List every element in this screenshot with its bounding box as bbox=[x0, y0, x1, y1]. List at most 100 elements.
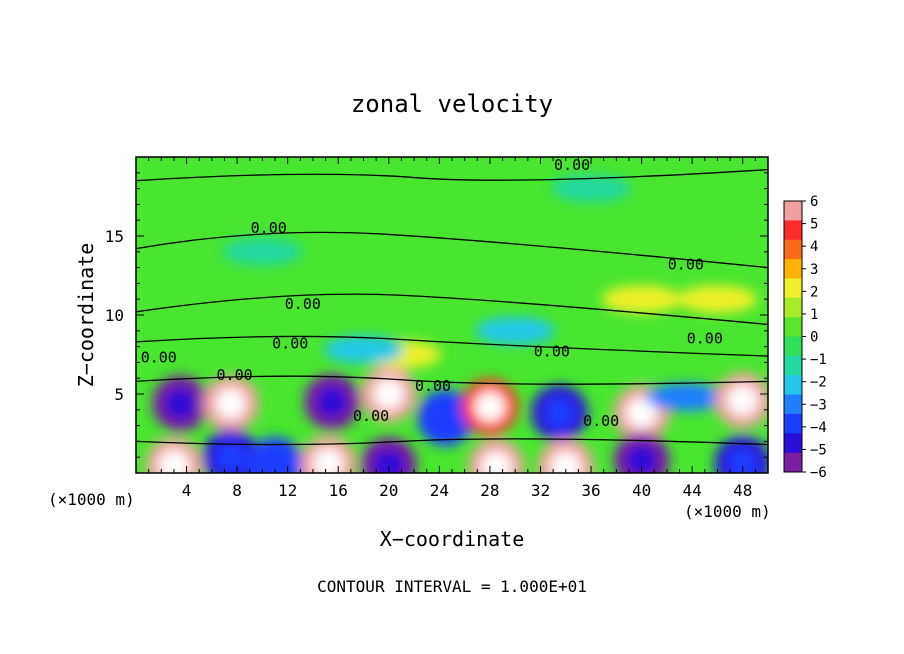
field-band bbox=[136, 315, 768, 363]
x-tick-label: 48 bbox=[733, 481, 752, 500]
field-feature-core bbox=[550, 451, 582, 473]
field-feature-core bbox=[626, 397, 657, 429]
field-feature-core bbox=[626, 444, 657, 473]
field-feature-core bbox=[312, 448, 344, 473]
x-tick-label: 8 bbox=[232, 481, 242, 500]
contour-label: 0.00 bbox=[554, 156, 590, 174]
colorbar-swatch bbox=[784, 394, 802, 415]
x-tick-label: 24 bbox=[430, 481, 449, 500]
field-feature-core bbox=[480, 451, 512, 473]
field-feature-core bbox=[164, 388, 196, 419]
field-feature bbox=[323, 335, 404, 364]
x-tick-label: 44 bbox=[683, 481, 702, 500]
chart-title: zonal velocity bbox=[351, 90, 553, 118]
colorbar-label: −3 bbox=[810, 397, 827, 413]
contour-label: 0.00 bbox=[415, 377, 451, 395]
x-axis-label: X−coordinate bbox=[380, 527, 525, 551]
colorbar-swatch bbox=[784, 259, 802, 279]
x-axis-ticks: 4 8 12 16 20 24 28 32 36 40 44 48 bbox=[148, 157, 756, 500]
contour-line bbox=[136, 231, 768, 269]
field-feature bbox=[247, 437, 304, 473]
contour-label: 0.00 bbox=[534, 342, 570, 360]
colorbar-label: 2 bbox=[810, 284, 818, 300]
colorbar-swatch bbox=[784, 317, 802, 337]
colorbar-swatch bbox=[784, 433, 802, 454]
field-feature-core bbox=[158, 449, 190, 473]
colorbar-swatch bbox=[784, 201, 802, 221]
x-tick-label: 4 bbox=[182, 481, 192, 500]
field-feature bbox=[551, 174, 632, 203]
field-feature bbox=[417, 389, 474, 446]
x-tick-label: 20 bbox=[379, 481, 398, 500]
y-tick-label: 10 bbox=[105, 306, 124, 325]
contour-label: 0.00 bbox=[272, 334, 308, 352]
field-feature bbox=[475, 316, 556, 345]
colorbar-swatch bbox=[784, 239, 802, 260]
field-feature bbox=[601, 285, 682, 314]
x-tick-label: 16 bbox=[329, 481, 348, 500]
field-features bbox=[145, 174, 768, 473]
colorbar-label: 6 bbox=[810, 194, 818, 210]
contour-label: 0.00 bbox=[251, 219, 287, 237]
contour-lines bbox=[136, 168, 768, 446]
field-band bbox=[136, 157, 768, 197]
heatmap-field: 0.00 0.00 0.00 0.00 0.00 0.00 0.00 0.00 0.00 0.00… bbox=[136, 156, 768, 473]
x-tick-label: 40 bbox=[632, 481, 651, 500]
field-feature bbox=[677, 285, 758, 314]
field-feature-core bbox=[373, 449, 405, 473]
colorbar-label: −5 bbox=[810, 442, 827, 458]
contour-line bbox=[136, 293, 768, 326]
colorbar-swatch bbox=[784, 355, 802, 376]
field-feature bbox=[222, 237, 303, 266]
colorbar-label: 0 bbox=[810, 330, 818, 346]
contour-labels: 0.00 0.00 0.00 0.00 0.00 0.00 0.00 0.00 0.00 0.00… bbox=[141, 156, 723, 430]
field-feature bbox=[645, 383, 726, 412]
colorbar-swatch bbox=[784, 375, 802, 396]
x-tick-label: 28 bbox=[480, 481, 499, 500]
y-axis-ticks: 5 10 15 bbox=[105, 172, 768, 458]
y-tick-label: 15 bbox=[105, 227, 124, 246]
contour-label: 0.00 bbox=[353, 407, 389, 425]
colorbar-label: 4 bbox=[810, 239, 818, 255]
field-feature-core bbox=[727, 448, 759, 473]
colorbar-label: −2 bbox=[810, 375, 827, 391]
colorbar-swatch bbox=[784, 297, 802, 318]
colorbar-label: −4 bbox=[810, 420, 827, 436]
field-feature-core bbox=[544, 397, 575, 429]
contour-line bbox=[136, 375, 768, 385]
field-feature-core bbox=[474, 391, 506, 423]
colorbar-swatch bbox=[784, 220, 802, 241]
colorbar-swatch bbox=[784, 336, 802, 357]
field-feature-core bbox=[215, 388, 247, 419]
y-axis-label: Z−coordinate bbox=[74, 243, 98, 388]
contour-label: 0.00 bbox=[668, 255, 704, 273]
contour-label: 0.00 bbox=[583, 412, 619, 430]
y-tick-label: 5 bbox=[114, 385, 124, 404]
field-feature-core bbox=[316, 386, 348, 418]
contour-line bbox=[136, 168, 768, 182]
field-feature-core bbox=[215, 441, 247, 473]
x-tick-label: 12 bbox=[278, 481, 297, 500]
colorbar: 6 5 4 3 2 1 0 −1 −2 −3 −4 −5 −6 bbox=[783, 194, 827, 481]
field-feature-core bbox=[373, 378, 405, 410]
contour-label: 0.00 bbox=[285, 295, 321, 313]
colorbar-label: 5 bbox=[810, 217, 818, 233]
colorbar-label: −6 bbox=[810, 465, 827, 481]
contour-label: 0.00 bbox=[217, 366, 253, 384]
x-tick-label: 36 bbox=[581, 481, 600, 500]
contour-label: 0.00 bbox=[141, 349, 177, 367]
colorbar-label: 3 bbox=[810, 262, 818, 278]
field-feature-core bbox=[727, 384, 759, 416]
x-unit-left: (×1000 m) bbox=[48, 490, 135, 509]
colorbar-swatch bbox=[784, 278, 802, 299]
contour-line bbox=[136, 438, 768, 446]
x-tick-label: 32 bbox=[531, 481, 550, 500]
colorbar-swatch bbox=[784, 413, 802, 434]
contour-interval-footer: CONTOUR INTERVAL = 1.000E+01 bbox=[317, 577, 587, 596]
colorbar-swatch bbox=[784, 452, 802, 473]
contour-line bbox=[136, 335, 768, 357]
colorbar-label: 1 bbox=[810, 307, 818, 323]
x-unit-right: (×1000 m) bbox=[684, 502, 771, 521]
contour-label: 0.00 bbox=[687, 330, 723, 348]
